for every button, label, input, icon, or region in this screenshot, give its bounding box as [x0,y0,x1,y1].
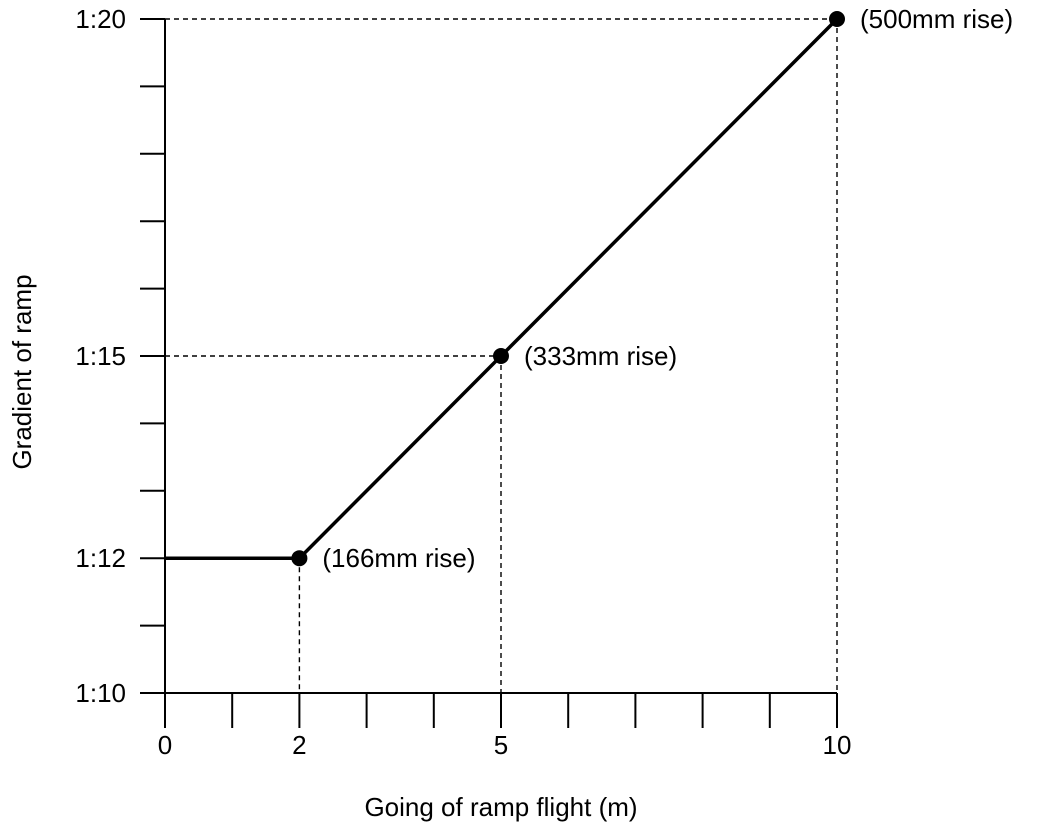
y-axis-label: Gradient of ramp [7,274,37,469]
data-point-2 [829,11,845,27]
data-point-0 [291,550,308,567]
axes [140,19,837,694]
x-tick-label-2: 5 [494,730,508,760]
data-points [291,11,845,567]
tick-labels: 1:10 1:12 1:15 1:20 0 2 5 10 [75,4,851,760]
data-point-1 [493,348,509,364]
x-tick-label-3: 10 [823,730,852,760]
series-line-0 [165,17,839,560]
y-tick-label-3: 1:20 [75,4,126,34]
point-label-0: (166mm rise) [322,543,475,573]
point-label-2: (500mm rise) [860,4,1013,34]
y-tick-label-1: 1:12 [75,543,126,573]
x-axis-label: Going of ramp flight (m) [364,792,637,822]
y-tick-label-0: 1:10 [75,678,126,708]
x-tick-label-0: 0 [158,730,172,760]
point-annotations: (166mm rise) (333mm rise) (500mm rise) [322,4,1013,573]
y-tick-label-2: 1:15 [75,341,126,371]
x-tick-label-1: 2 [292,730,306,760]
series-lines [165,17,839,560]
point-label-1: (333mm rise) [524,341,677,371]
tick-marks [140,18,838,728]
guide-lines [165,18,838,693]
